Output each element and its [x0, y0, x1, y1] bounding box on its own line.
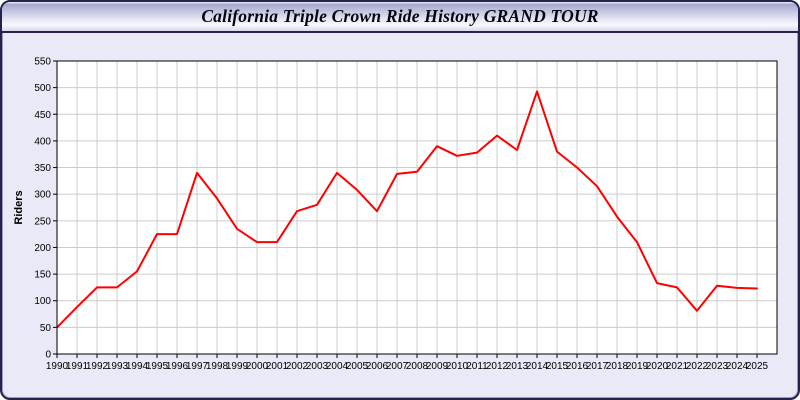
x-tick-label: 2011 — [466, 361, 488, 372]
x-tick-label: 2008 — [406, 361, 429, 372]
y-tick-label: 400 — [34, 136, 51, 147]
x-tick-label: 2018 — [606, 361, 629, 372]
y-tick-label: 300 — [34, 190, 51, 201]
gridlines — [57, 61, 777, 354]
x-tick-label: 2016 — [566, 361, 589, 372]
x-tick-label: 2015 — [546, 361, 569, 372]
x-axis-labels: 1990199119921993199419951996199719981999… — [46, 354, 769, 372]
chart-title: California Triple Crown Ride History GRA… — [201, 6, 599, 26]
x-tick-label: 2023 — [706, 361, 729, 372]
y-tick-label: 150 — [34, 270, 51, 281]
y-tick-label: 550 — [34, 57, 51, 68]
x-tick-label: 2017 — [586, 361, 609, 372]
x-tick-label: 2007 — [386, 361, 409, 372]
x-tick-label: 2014 — [526, 361, 549, 372]
x-tick-label: 1999 — [226, 361, 249, 372]
x-tick-label: 1994 — [126, 361, 149, 372]
x-tick-label: 2012 — [486, 361, 509, 372]
x-tick-label: 2019 — [626, 361, 649, 372]
riders-series-line — [56, 90, 758, 329]
y-tick-label: 50 — [40, 323, 52, 334]
x-tick-label: 2001 — [266, 361, 289, 372]
x-tick-label: 1998 — [206, 361, 229, 372]
x-tick-label: 2009 — [426, 361, 449, 372]
x-tick-label: 2024 — [726, 361, 749, 372]
x-tick-label: 2010 — [446, 361, 469, 372]
x-tick-label: 2020 — [646, 361, 669, 372]
x-tick-label: 1997 — [186, 361, 209, 372]
y-tick-label: 250 — [34, 216, 51, 227]
x-tick-label: 1996 — [166, 361, 189, 372]
y-tick-label: 200 — [34, 243, 51, 254]
x-tick-label: 2002 — [286, 361, 309, 372]
y-tick-label: 500 — [34, 83, 51, 94]
y-tick-label: 350 — [34, 163, 51, 174]
y-tick-label: 0 — [45, 350, 51, 361]
x-tick-label: 1995 — [146, 361, 169, 372]
y-axis-title-text: Riders — [13, 190, 25, 224]
x-tick-label: 2004 — [326, 361, 349, 372]
x-tick-label: 1990 — [46, 361, 69, 372]
y-tick-label: 100 — [34, 296, 51, 307]
plot-frame — [56, 60, 778, 355]
y-axis-labels: 0 50 100 150 200 250 300 350 400 450 500 550 — [34, 57, 57, 361]
y-tick-label: 450 — [34, 110, 51, 121]
series-polyline — [56, 90, 758, 329]
x-tick-label: 2006 — [366, 361, 389, 372]
x-tick-label: 2022 — [686, 361, 709, 372]
x-tick-label: 2000 — [246, 361, 269, 372]
plot-area — [57, 61, 777, 354]
y-axis-title: Riders — [13, 190, 25, 224]
x-tick-label: 2005 — [346, 361, 369, 372]
x-tick-label: 2025 — [746, 361, 769, 372]
x-tick-label: 1992 — [86, 361, 109, 372]
x-tick-label: 1991 — [66, 361, 89, 372]
x-tick-label: 2021 — [666, 361, 689, 372]
window-titlebar: California Triple Crown Ride History GRA… — [2, 2, 798, 33]
x-tick-label: 1993 — [106, 361, 129, 372]
x-tick-label: 2003 — [306, 361, 329, 372]
x-tick-label: 2013 — [506, 361, 529, 372]
